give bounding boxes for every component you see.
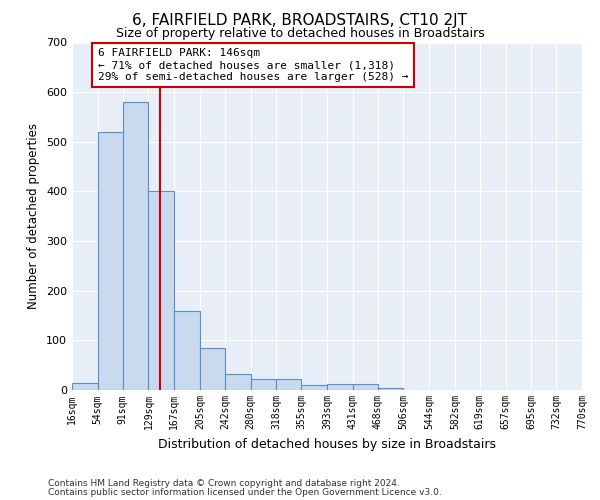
Y-axis label: Number of detached properties: Number of detached properties (28, 123, 40, 309)
Bar (148, 192, 174, 390)
Bar (174, 310, 200, 390)
Bar (327, 384, 353, 390)
Text: Size of property relative to detached houses in Broadstairs: Size of property relative to detached ho… (116, 28, 484, 40)
Bar (276, 379, 301, 390)
Text: Contains public sector information licensed under the Open Government Licence v3: Contains public sector information licen… (48, 488, 442, 497)
Bar (378, 388, 403, 390)
Text: 6 FAIRFIELD PARK: 146sqm
← 71% of detached houses are smaller (1,318)
29% of sem: 6 FAIRFIELD PARK: 146sqm ← 71% of detach… (98, 48, 408, 82)
X-axis label: Distribution of detached houses by size in Broadstairs: Distribution of detached houses by size … (158, 438, 496, 451)
Bar (200, 348, 225, 390)
Text: 6, FAIRFIELD PARK, BROADSTAIRS, CT10 2JT: 6, FAIRFIELD PARK, BROADSTAIRS, CT10 2JT (133, 12, 467, 28)
Bar (353, 384, 378, 390)
Bar (225, 374, 251, 390)
Bar (98, 132, 123, 390)
Text: Contains HM Land Registry data © Crown copyright and database right 2024.: Contains HM Land Registry data © Crown c… (48, 479, 400, 488)
Bar (301, 385, 327, 390)
Bar (123, 102, 148, 390)
Bar (251, 379, 276, 390)
Bar (72, 382, 98, 390)
